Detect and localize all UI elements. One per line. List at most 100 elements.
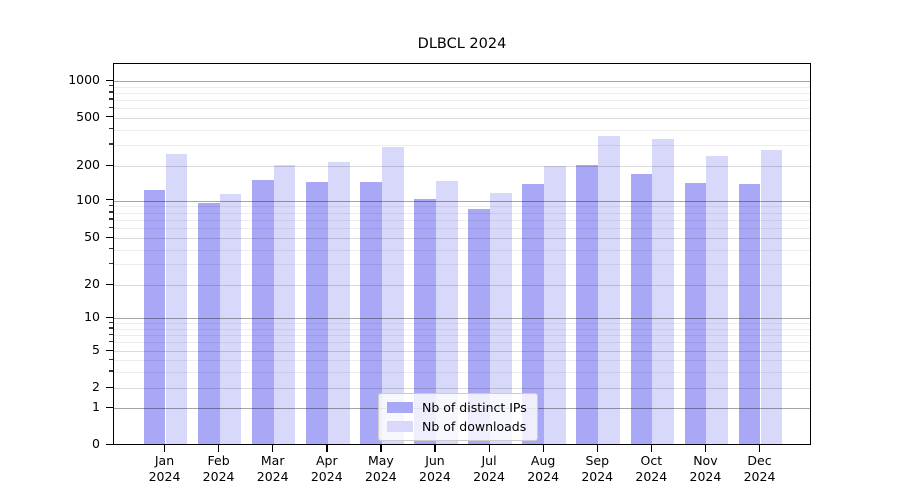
x-axis-tick-label: Oct 2024 [635,452,668,485]
x-axis-tick [272,444,274,452]
bar-nb-of-downloads-jul [490,193,512,444]
y-axis-minor-tick [109,340,113,343]
y-axis-minor-tick [109,128,113,130]
gridline [114,371,810,373]
x-axis-tick-label: Sep 2024 [581,452,614,485]
bar-nb-of-downloads-oct [652,139,675,444]
gridline [114,238,810,239]
y-axis-tick-label: 1000 [68,72,100,87]
gridline [114,264,810,266]
y-axis-tick [106,316,113,319]
y-axis-minor-tick [109,143,113,145]
y-axis-tick-label: 50 [84,229,100,244]
gridline [114,219,810,221]
legend: Nb of distinct IPs Nb of downloads [378,393,538,441]
gridline [114,129,810,131]
x-axis-tick-label: Apr 2024 [310,452,343,485]
gridline [114,212,810,214]
gridline [114,351,810,352]
gridline [114,228,810,230]
gridline [114,117,810,119]
bar-nb-of-distinct-ips-apr [305,181,328,444]
y-axis-minor-tick [109,248,113,250]
gridline [114,86,810,88]
y-axis-tick-label: 2 [92,379,100,395]
plot-area [113,63,811,445]
gridline [114,318,810,320]
x-axis-tick [380,444,382,452]
y-axis-minor-tick [109,327,113,329]
x-axis-tick [434,444,436,452]
bar-nb-of-distinct-ips-dec [738,184,761,444]
y-axis-minor-tick [109,204,113,207]
bar-nb-of-distinct-ips-sep [576,164,599,444]
bar-nb-of-downloads-may [381,146,404,444]
y-axis-tick [106,116,113,118]
y-axis-tick-label: 5 [92,342,100,357]
gridline [114,335,810,337]
gridline [114,81,810,82]
bar-nb-of-downloads-dec [760,149,783,444]
gridline [114,99,810,101]
gridline [114,108,810,110]
y-axis-minor-tick [109,370,113,372]
y-axis-tick [106,283,113,286]
x-axis-tick [164,444,166,452]
x-axis-tick [650,444,653,452]
bar-nb-of-distinct-ips-feb [197,202,220,444]
legend-label: Nb of distinct IPs [422,400,527,415]
gridline [114,323,810,325]
bar-nb-of-downloads-nov [706,156,729,444]
x-axis-tick-label: Jun 2024 [419,452,451,485]
bar-nb-of-downloads-sep [598,136,621,444]
x-axis-tick-label: Mar 2024 [256,452,289,485]
y-axis-tick-label: 500 [76,108,100,124]
gridline [114,92,810,94]
y-axis-minor-tick [109,333,113,335]
chart-title: DLBCL 2024 [417,36,507,52]
y-axis-minor-tick [109,106,113,108]
gridline [114,285,810,287]
bar-nb-of-downloads-jan [165,154,188,444]
x-axis-tick-label: Aug 2024 [527,452,560,485]
x-axis-tick [488,444,490,452]
legend-label: Nb of downloads [422,419,527,434]
bar-nb-of-distinct-ips-nov [684,182,707,444]
gridline [114,166,810,168]
y-axis-tick-label: 0 [92,436,100,452]
y-axis-tick [106,349,113,351]
x-axis-tick [218,444,220,452]
gridline [114,342,810,344]
legend-row: Nb of distinct IPs [387,400,527,415]
legend-swatch-icon [387,421,413,432]
y-axis-tick-label: 1 [92,399,100,414]
gridline [114,144,810,146]
gridline [114,388,810,390]
y-axis-minor-tick [109,211,113,213]
bar-nb-of-distinct-ips-mar [251,180,274,444]
y-axis-minor-tick [109,98,113,100]
x-axis-tick [704,444,707,452]
bar-nb-of-downloads-apr [327,162,350,444]
y-axis-tick [106,406,113,408]
bar-nb-of-downloads-aug [544,166,566,444]
x-axis-tick [542,444,544,452]
gridline [114,328,810,330]
gridline [114,249,810,251]
y-axis-tick-label: 200 [76,157,100,173]
y-axis-tick-label: 10 [84,309,100,325]
x-axis-tick-label: Dec 2024 [743,452,776,485]
bar-nb-of-distinct-ips-jan [143,190,166,444]
y-axis-tick [106,386,113,389]
y-axis-minor-tick [109,321,113,324]
x-axis-tick [596,444,599,452]
y-axis-tick [106,236,113,238]
x-axis-tick [759,444,761,452]
y-axis-tick-label: 100 [76,191,100,207]
bar-nb-of-distinct-ips-jun [414,199,436,444]
bar-nb-of-distinct-ips-aug [522,183,545,444]
bar-nb-of-downloads-feb [219,194,242,444]
x-axis-tick-label: Feb 2024 [202,452,235,485]
y-axis-minor-tick [109,218,113,220]
